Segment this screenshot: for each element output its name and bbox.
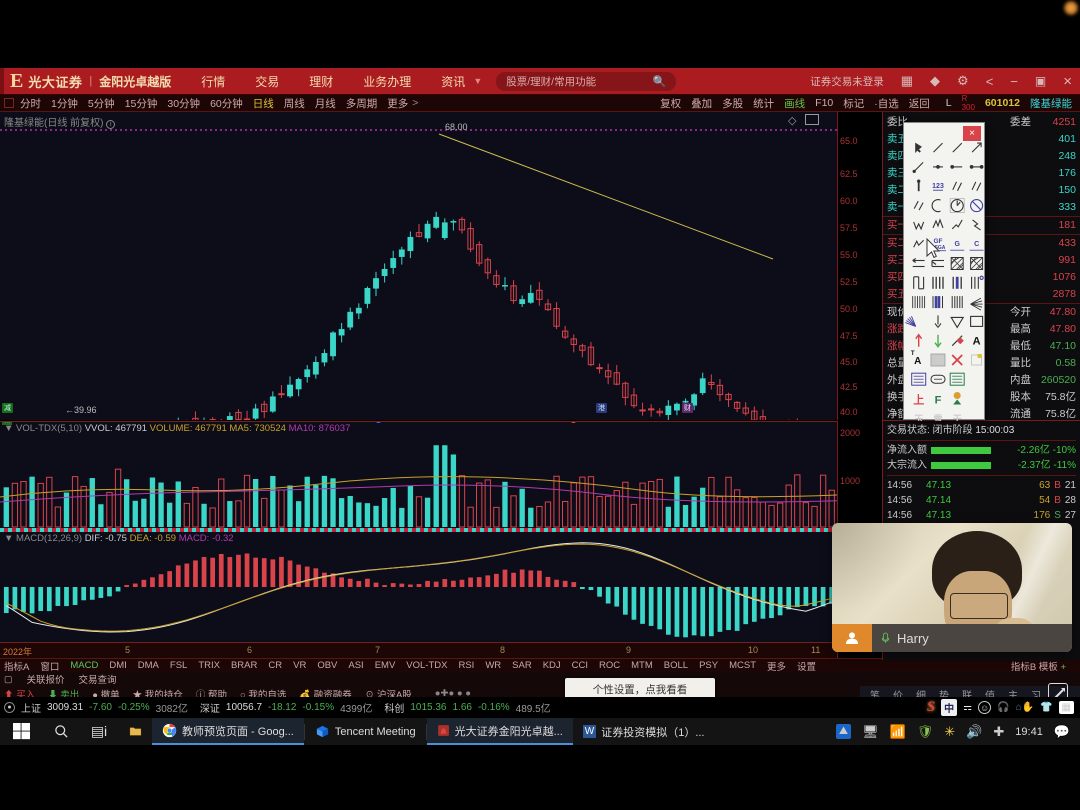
- svg-text:F: F: [935, 395, 942, 407]
- svg-text:C: C: [974, 241, 979, 248]
- svg-text:G: G: [954, 241, 960, 248]
- svg-text:雪: 雪: [933, 413, 942, 421]
- svg-text:玉: 玉: [914, 414, 923, 421]
- svg-text:123: 123: [932, 183, 944, 190]
- svg-text:上: 上: [913, 393, 924, 407]
- svg-text:A: A: [914, 356, 921, 367]
- svg-text:干: 干: [953, 414, 962, 421]
- svg-text:T: T: [911, 351, 915, 357]
- svg-text:A: A: [973, 336, 981, 348]
